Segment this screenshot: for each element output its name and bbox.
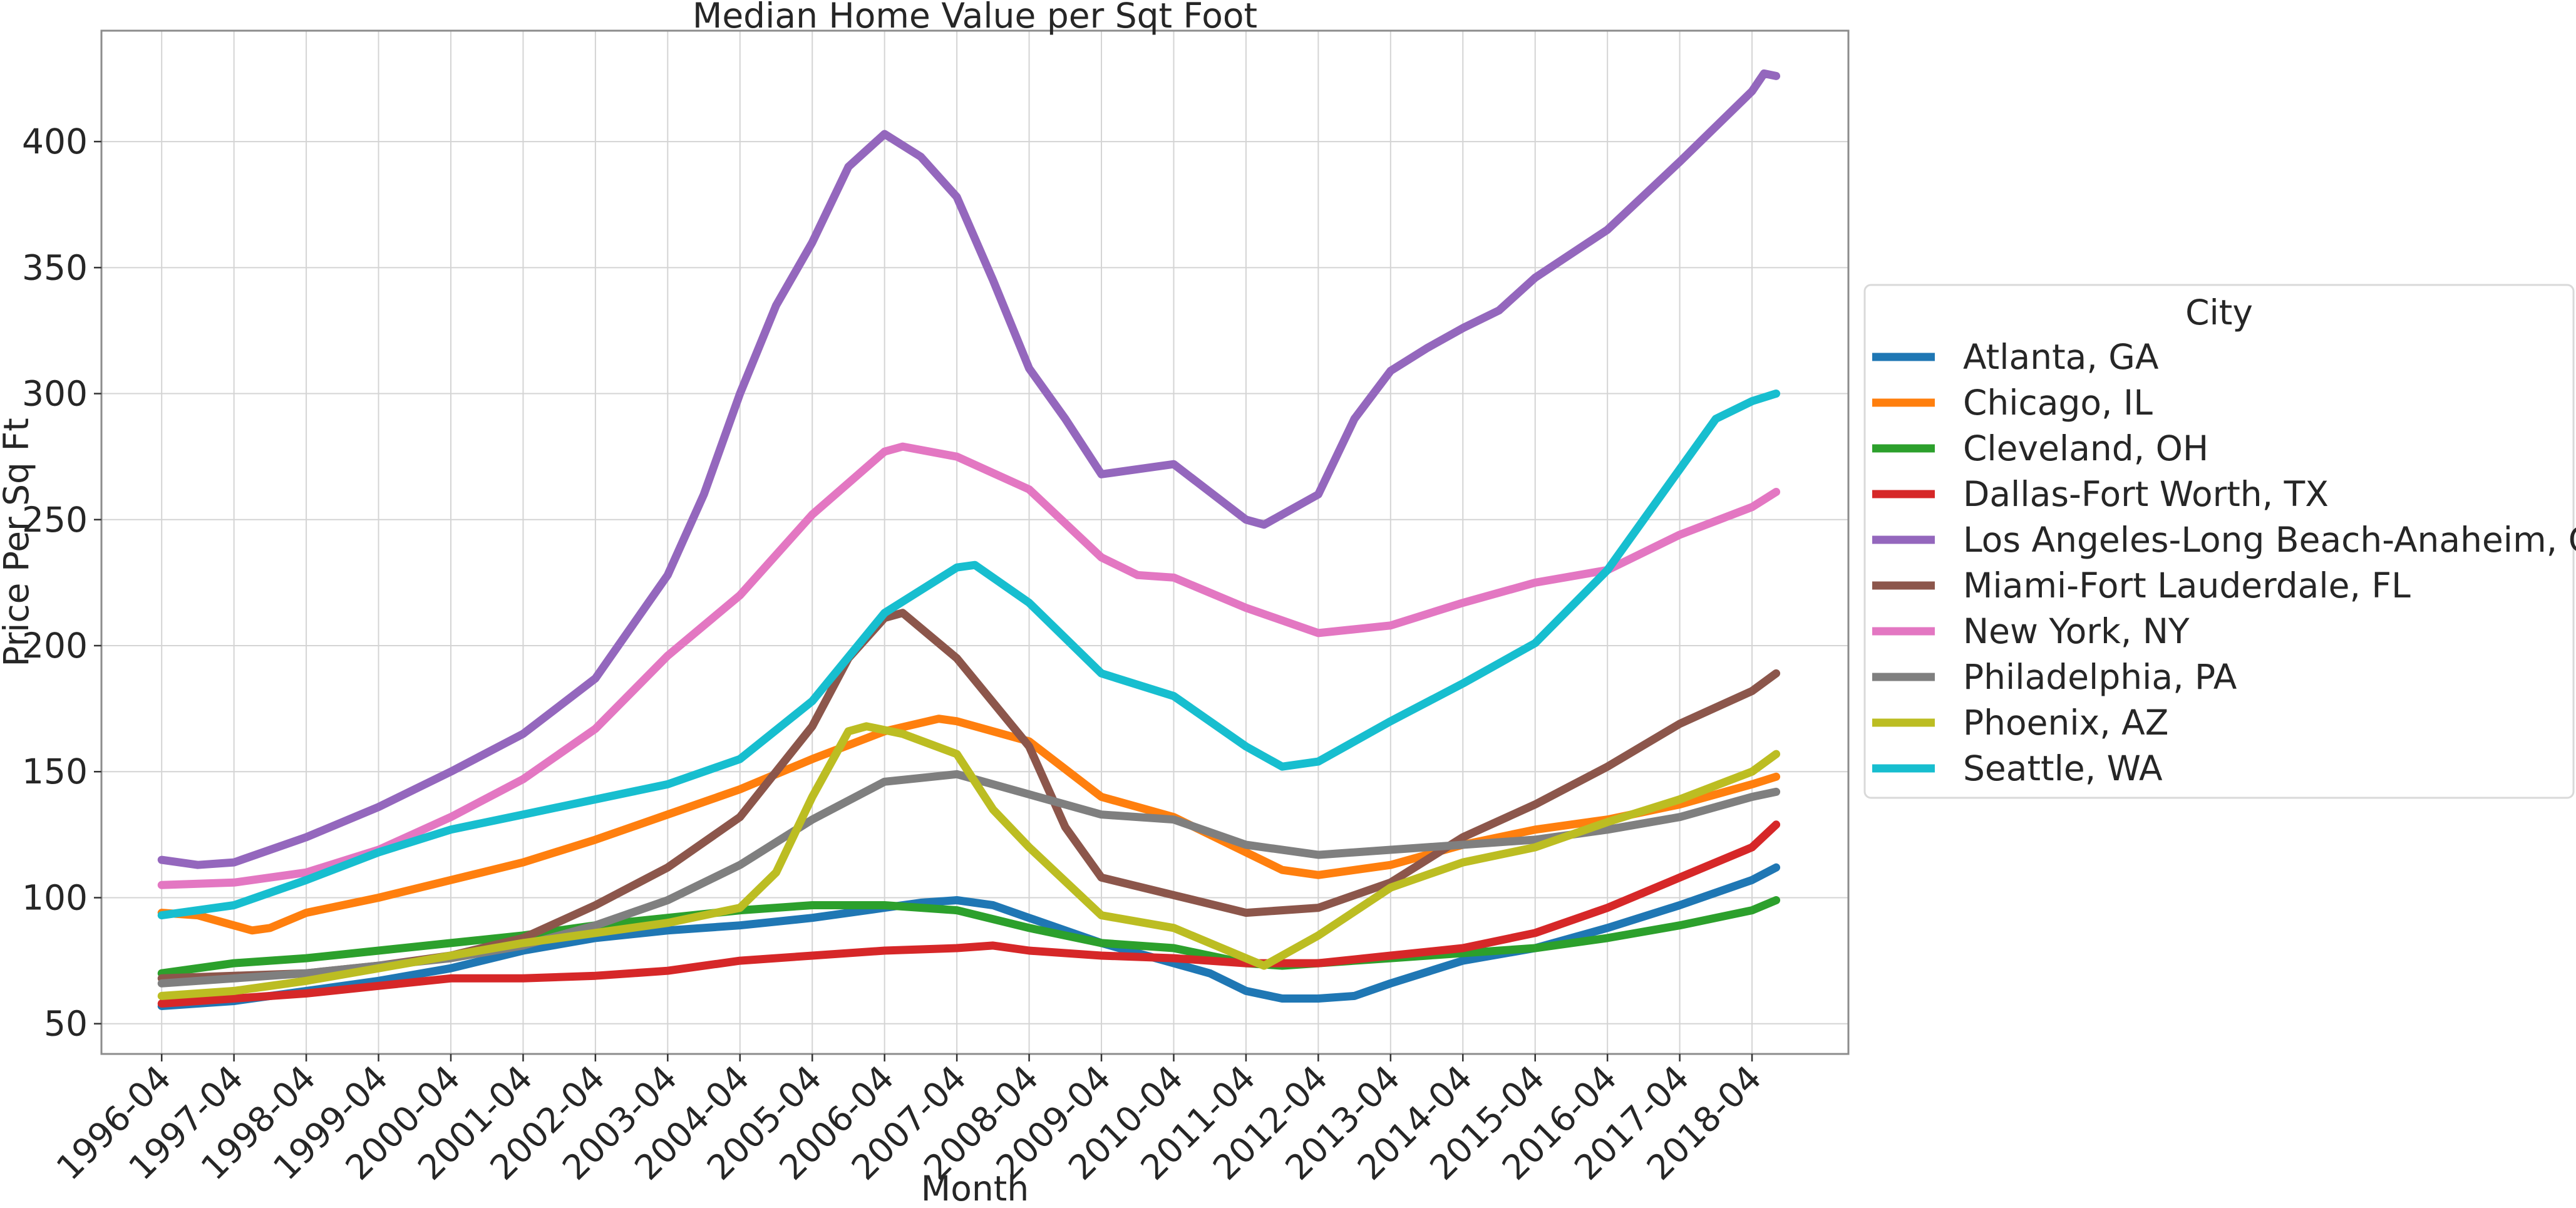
legend-label-atlanta-ga: Atlanta, GA: [1963, 337, 2159, 377]
plot-area-frame: [100, 29, 1850, 1055]
legend-label-los-angeles-long-beach-anaheim-ca: Los Angeles-Long Beach-Anaheim, CA: [1963, 520, 2576, 560]
y-tick-label: 200: [22, 626, 88, 666]
y-tick-label: 250: [22, 500, 88, 540]
legend-label-cleveland-oh: Cleveland, OH: [1963, 428, 2208, 468]
legend-label-new-york-ny: New York, NY: [1963, 611, 2190, 651]
legend: City Atlanta, GA Chicago, IL Cleveland, OH…: [1863, 284, 2576, 799]
chart-title: Median Home Value per Sqt Foot: [693, 0, 1257, 36]
legend-label-phoenix-az: Phoenix, AZ: [1963, 703, 2168, 743]
legend-label-miami-fort-lauderdale-fl: Miami-Fort Lauderdale, FL: [1963, 565, 2411, 606]
y-tick-label: 50: [44, 1004, 88, 1044]
series-line-seattle-wa: [157, 390, 1781, 920]
legend-label-seattle-wa: Seattle, WA: [1963, 748, 2163, 788]
legend-frame: [1863, 284, 2575, 799]
legend-label-dallas-fort-worth-tx: Dallas-Fort Worth, TX: [1963, 474, 2329, 514]
series-line-new-york-ny: [157, 442, 1781, 889]
legend-items: Atlanta, GA Chicago, IL Cleveland, OH Dalla…: [1872, 337, 2576, 788]
series-line-phoenix-az: [157, 722, 1781, 1000]
series-line-los-angeles-long-beach-anaheim-ca: [157, 69, 1781, 869]
series-line-atlanta-ga: [157, 863, 1781, 1010]
legend-label-chicago-il: Chicago, IL: [1963, 383, 2153, 423]
y-tick-label: 350: [22, 247, 88, 287]
y-tick-label: 300: [22, 374, 88, 414]
legend-label-philadelphia-pa: Philadelphia, PA: [1963, 657, 2237, 697]
axis-ticks: 1996-041997-041998-041999-042000-042001-…: [22, 121, 1769, 1188]
y-tick-label: 100: [22, 877, 88, 917]
series-line-cleveland-oh: [157, 896, 1781, 978]
x-axis-label: Month: [921, 1169, 1029, 1208]
y-tick-label: 400: [22, 121, 88, 162]
legend-title: City: [2185, 292, 2253, 333]
series-lines: [157, 69, 1781, 1010]
y-axis-label: Price Per Sq Ft: [0, 418, 36, 666]
y-tick-label: 150: [22, 751, 88, 792]
series-line-dallas-fort-worth-tx: [157, 820, 1781, 1008]
